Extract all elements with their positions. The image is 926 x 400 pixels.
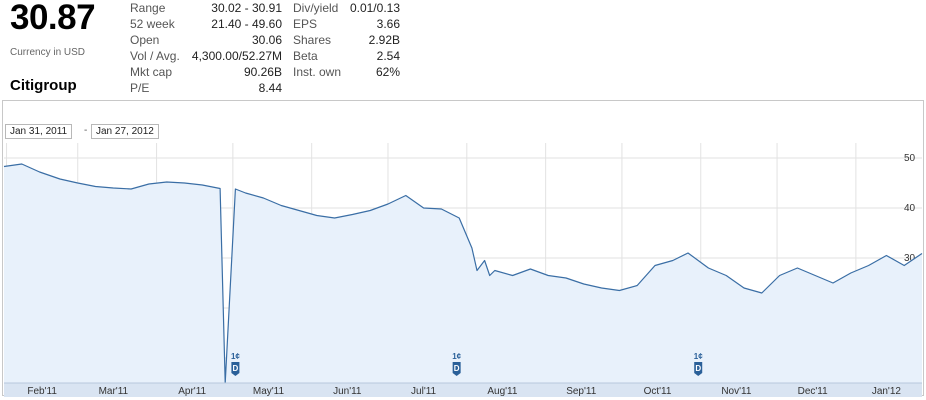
- stat-value-beta: 2.54: [376, 49, 400, 63]
- stat-value-open: 30.06: [251, 33, 282, 47]
- stat-label-beta: Beta: [293, 49, 318, 63]
- stat-value-div-yield: 0.01/0.13: [349, 1, 400, 15]
- currency-note: Currency in USD: [10, 47, 86, 58]
- date-range-start[interactable]: Jan 31, 2011: [5, 124, 73, 139]
- x-tick-label: Jan'12: [872, 386, 902, 397]
- stat-label-range: Range: [130, 1, 166, 15]
- date-range-end[interactable]: Jan 27, 2012: [91, 124, 159, 139]
- stat-label-div-yield: Div/yield: [293, 1, 339, 15]
- price-line: [3, 163, 923, 384]
- x-tick-label: May'11: [253, 386, 285, 397]
- dividend-flag-icon: [231, 362, 240, 376]
- date-range-separator: -: [84, 125, 88, 136]
- x-axis-band: [4, 383, 922, 397]
- dividend-marker-label: D: [233, 364, 239, 373]
- stat-value-mkt-cap: 90.26B: [243, 65, 282, 79]
- y-tick-label: 50: [904, 153, 916, 164]
- x-tick-label: Sep'11: [566, 386, 597, 397]
- x-tick-label: Aug'11: [487, 386, 518, 397]
- stat-label-52-week: 52 week: [130, 17, 175, 31]
- dividend-flag-icon: [694, 362, 703, 376]
- dividend-flag-icon: [452, 362, 461, 376]
- stat-label-open: Open: [130, 33, 160, 47]
- stat-label-volume: Vol / Avg.: [130, 49, 180, 63]
- stat-value-range: 30.02 - 30.91: [211, 1, 282, 15]
- x-tick-label: Apr'11: [178, 386, 206, 397]
- x-tick-label: Jul'11: [411, 386, 437, 397]
- stat-label-pe: P/E: [130, 81, 150, 95]
- y-tick-label: 30: [904, 253, 916, 264]
- y-tick-label: 40: [904, 203, 916, 214]
- price-area: [4, 164, 922, 383]
- x-tick-label: Dec'11: [798, 386, 829, 397]
- x-tick-label: Nov'11: [721, 386, 752, 397]
- dividend-marker-label: D: [454, 364, 460, 373]
- dividend-amount-label: 1¢: [694, 352, 703, 361]
- stat-value-shares: 2.92B: [368, 33, 400, 47]
- x-tick-label: Oct'11: [644, 386, 672, 397]
- company-name: Citigroup: [10, 77, 77, 94]
- stat-value-pe: 8.44: [258, 81, 282, 95]
- x-tick-label: Mar'11: [99, 386, 129, 397]
- stat-value-52-week: 21.40 - 49.60: [211, 17, 282, 31]
- dividend-amount-label: 1¢: [452, 352, 461, 361]
- stat-label-eps: EPS: [293, 17, 318, 31]
- dividend-marker-label: D: [695, 364, 701, 373]
- stat-label-inst-own: Inst. own: [293, 65, 342, 79]
- stock-price: 30.87: [10, 0, 96, 37]
- stat-label-shares: Shares: [293, 33, 332, 47]
- stat-label-mkt-cap: Mkt cap: [130, 65, 173, 79]
- stat-value-eps: 3.66: [376, 17, 400, 31]
- stat-value-inst-own: 62%: [375, 65, 400, 79]
- x-tick-label: Jun'11: [333, 386, 362, 397]
- x-tick-label: Feb'11: [27, 386, 57, 397]
- dividend-amount-label: 1¢: [231, 352, 240, 361]
- stat-value-volume: 4,300.00/52.27M: [191, 49, 282, 63]
